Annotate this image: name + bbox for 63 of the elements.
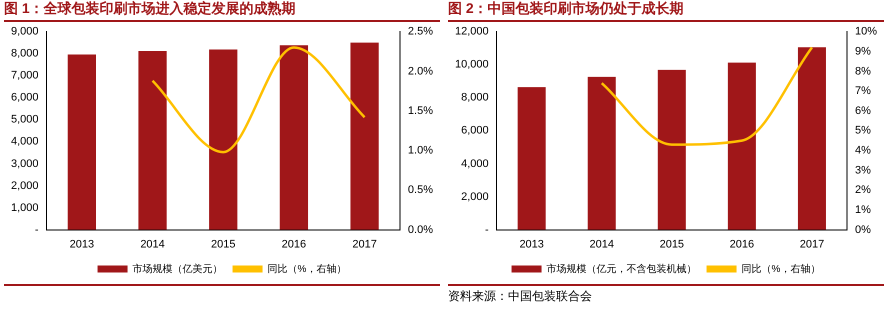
x-tick-label: 2015 xyxy=(660,238,684,250)
bar xyxy=(280,45,308,230)
y2-tick-label: 9% xyxy=(854,45,872,58)
y2-tick-label: 8% xyxy=(854,65,872,78)
x-tick-label: 2014 xyxy=(140,238,165,250)
y-tick-label: 2,000 xyxy=(10,180,39,192)
y2-tick-label: 1.0% xyxy=(408,144,434,157)
bar xyxy=(658,70,686,230)
text: 资料来源：中国包装联合会 xyxy=(448,288,593,305)
bar xyxy=(68,54,96,230)
x-tick-label: 2016 xyxy=(282,238,306,250)
y-tick-label: - xyxy=(484,224,489,236)
y-tick-label: 4,000 xyxy=(461,158,489,170)
y-tick-label: 7,000 xyxy=(10,70,39,82)
bar xyxy=(138,50,167,230)
y2-tick-label: 7% xyxy=(854,85,872,98)
legend-label: 市场规模（亿元，不含包装机械） xyxy=(546,262,697,275)
y2-tick-label: 10% xyxy=(854,26,878,38)
y2-tick-label: 0.5% xyxy=(408,184,434,196)
y-tick-label: 10,000 xyxy=(454,58,489,71)
bar xyxy=(518,87,546,230)
y-tick-label: 1,000 xyxy=(10,202,39,214)
y-tick-label: 8,000 xyxy=(461,92,489,104)
chart-title: 图 2：中国包装印刷市场仍处于成长期 xyxy=(448,0,884,22)
line-series xyxy=(151,46,366,154)
y2-tick-label: 1% xyxy=(854,204,872,216)
x-tick-label: 2015 xyxy=(210,238,236,250)
x-tick-label: 2013 xyxy=(519,238,544,250)
y2-tick-label: 2% xyxy=(854,184,872,196)
x-tick-label: 2013 xyxy=(70,238,94,250)
legend-label: 市场规模（亿美元） xyxy=(132,262,223,275)
y2-tick-label: 3% xyxy=(854,164,872,176)
y-tick-label: 3,000 xyxy=(10,158,39,170)
x-tick-label: 2016 xyxy=(730,238,754,250)
bar xyxy=(728,62,756,230)
y2-tick-label: 4% xyxy=(854,144,872,157)
chart-title: 图 1：全球包装印刷市场进入稳定发展的成熟期 xyxy=(4,0,440,22)
y2-tick-label: 0% xyxy=(854,224,872,236)
y2-tick-label: 6% xyxy=(854,104,872,117)
y-tick-label: 6,000 xyxy=(461,124,489,137)
line-series xyxy=(600,46,814,146)
bar xyxy=(798,47,826,230)
x-tick-label: 2017 xyxy=(352,238,377,250)
y-tick-label: - xyxy=(34,224,39,236)
legend-label: 同比（%，右轴） xyxy=(742,262,820,275)
y-tick-label: 5,000 xyxy=(10,114,39,126)
bar xyxy=(350,42,379,230)
y2-tick-label: 2.5% xyxy=(408,26,434,38)
bar xyxy=(209,49,238,230)
y2-tick-label: 2.0% xyxy=(408,65,434,78)
x-tick-label: 2014 xyxy=(590,238,614,250)
y2-tick-label: 1.5% xyxy=(408,104,434,117)
y-tick-label: 6,000 xyxy=(10,92,39,104)
y-tick-label: 4,000 xyxy=(10,136,39,148)
legend-label: 同比（%，右轴） xyxy=(268,262,346,275)
y-tick-label: 9,000 xyxy=(10,26,39,38)
bar xyxy=(588,76,616,230)
y-tick-label: 8,000 xyxy=(10,48,39,60)
x-tick-label: 2017 xyxy=(800,238,824,250)
y2-tick-label: 0.0% xyxy=(408,224,434,236)
y-tick-label: 2,000 xyxy=(461,190,489,203)
y2-tick-label: 5% xyxy=(854,124,872,137)
y-tick-label: 12,000 xyxy=(454,26,489,38)
